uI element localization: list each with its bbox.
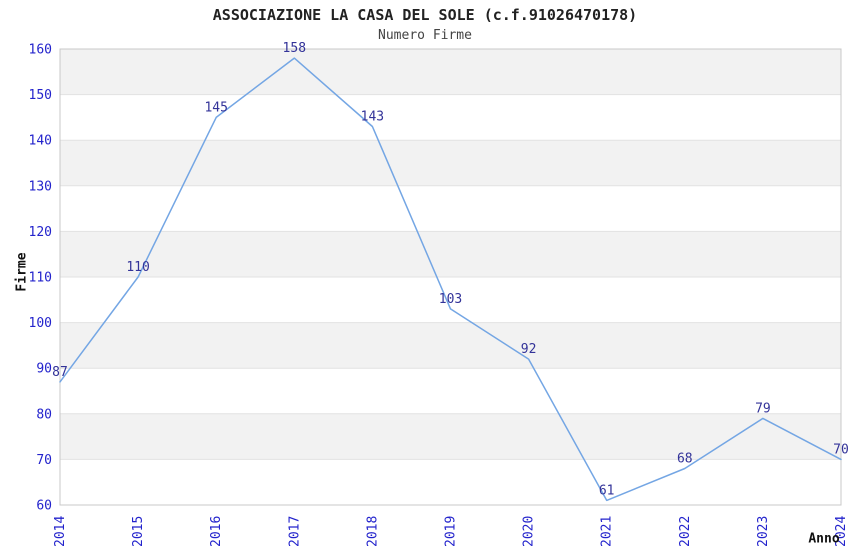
y-tick-label: 100 — [29, 316, 52, 331]
data-line — [59, 57, 842, 502]
grid-band — [60, 231, 841, 277]
y-tick-label: 60 — [36, 499, 52, 514]
x-axis-title: Anno — [808, 531, 840, 547]
data-label: 103 — [439, 292, 462, 307]
chart-subtitle: Numero Firme — [378, 28, 472, 43]
x-tick-label: 2023 — [756, 516, 771, 547]
y-tick-label: 120 — [29, 225, 52, 240]
data-label: 110 — [126, 260, 149, 275]
y-tick-label: 80 — [36, 407, 52, 422]
x-tick-label: 2018 — [365, 516, 380, 547]
data-label: 145 — [204, 100, 227, 115]
data-label: 79 — [755, 401, 771, 416]
data-label: 158 — [283, 41, 306, 56]
x-tick-label: 2016 — [209, 516, 224, 547]
data-label: 143 — [361, 110, 384, 125]
y-tick-label: 140 — [29, 134, 52, 149]
grid-band — [60, 49, 841, 95]
plot-border — [59, 48, 842, 506]
y-tick-label: 130 — [29, 179, 52, 194]
data-label: 87 — [52, 365, 68, 380]
x-tick-label: 2019 — [444, 516, 459, 547]
y-tick-label: 70 — [36, 453, 52, 468]
grid-band — [60, 322, 841, 369]
x-tick-label: 2014 — [53, 516, 68, 547]
y-tick-label: 150 — [29, 88, 52, 103]
x-tick-label: 2017 — [287, 516, 302, 547]
y-tick-label: 90 — [36, 362, 52, 377]
data-label: 68 — [677, 452, 693, 467]
data-label: 92 — [521, 342, 537, 357]
grid-band — [60, 140, 841, 186]
x-tick-label: 2021 — [600, 516, 615, 547]
data-label: 61 — [599, 483, 615, 498]
x-tick-label: 2024 — [834, 516, 849, 547]
data-label: 70 — [833, 442, 849, 457]
grid-band — [60, 413, 841, 460]
x-tick-label: 2022 — [678, 516, 693, 547]
y-tick-label: 160 — [29, 43, 52, 58]
y-tick-label: 110 — [29, 271, 52, 286]
y-axis-title: Firme — [14, 252, 30, 292]
chart-title: ASSOCIAZIONE LA CASA DEL SOLE (c.f.91026… — [212, 6, 638, 24]
x-tick-label: 2020 — [522, 516, 537, 547]
x-tick-label: 2015 — [131, 516, 146, 547]
